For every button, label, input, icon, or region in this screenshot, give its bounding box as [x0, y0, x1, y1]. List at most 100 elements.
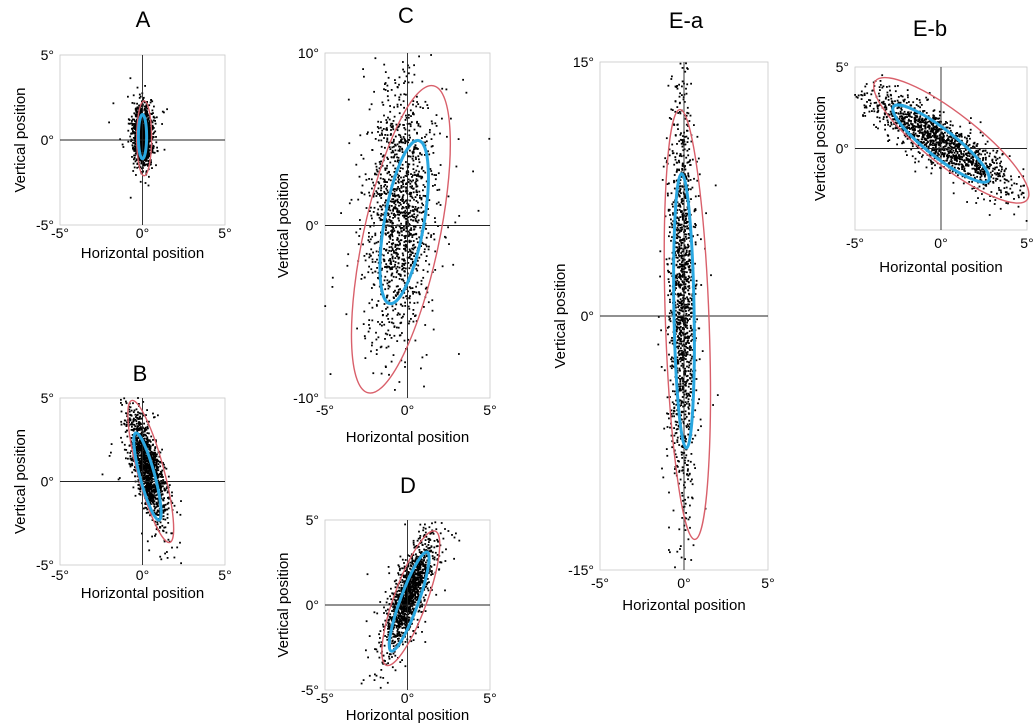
gaze-point — [388, 656, 390, 658]
gaze-point — [358, 243, 360, 245]
gaze-point — [428, 154, 430, 156]
gaze-point — [150, 485, 152, 487]
gaze-point — [458, 215, 460, 217]
gaze-point — [147, 114, 149, 116]
gaze-point — [370, 248, 372, 250]
gaze-point — [401, 632, 403, 634]
gaze-point — [134, 425, 136, 427]
gaze-point — [433, 329, 435, 331]
gaze-point — [409, 183, 411, 185]
gaze-point — [434, 174, 436, 176]
gaze-point — [412, 174, 414, 176]
gaze-point — [369, 302, 371, 304]
y-tick-label: 0° — [41, 132, 54, 148]
gaze-point — [405, 119, 407, 121]
gaze-point — [166, 532, 168, 534]
gaze-point — [371, 218, 373, 220]
gaze-point — [388, 250, 390, 252]
gaze-point — [373, 283, 375, 285]
gaze-point — [399, 381, 401, 383]
gaze-point — [123, 397, 125, 399]
gaze-point — [385, 119, 387, 121]
gaze-point — [171, 492, 173, 494]
gaze-point — [390, 250, 392, 252]
gaze-point — [145, 455, 147, 457]
gaze-point — [385, 333, 387, 335]
gaze-point — [376, 304, 378, 306]
gaze-point — [383, 186, 385, 188]
gaze-point — [398, 291, 400, 293]
gaze-point — [417, 214, 419, 216]
gaze-point — [419, 161, 421, 163]
gaze-point — [417, 165, 419, 167]
gaze-point — [426, 237, 428, 239]
gaze-point — [399, 170, 401, 172]
gaze-point — [374, 243, 376, 245]
gaze-point — [420, 611, 422, 613]
gaze-point — [416, 121, 418, 123]
gaze-point — [387, 85, 389, 87]
gaze-point — [410, 173, 412, 175]
gaze-point — [134, 145, 136, 147]
gaze-point — [405, 244, 407, 246]
gaze-point — [400, 227, 402, 229]
gaze-point — [422, 277, 424, 279]
gaze-point — [403, 82, 405, 84]
gaze-point — [401, 142, 403, 144]
gaze-point — [405, 295, 407, 297]
gaze-point — [386, 271, 388, 273]
gaze-point — [162, 111, 164, 113]
gaze-point — [392, 128, 394, 130]
gaze-point — [424, 248, 426, 250]
gaze-point — [367, 271, 369, 273]
gaze-point — [393, 276, 395, 278]
gaze-point — [396, 211, 398, 213]
gaze-point — [398, 217, 400, 219]
gaze-point — [153, 147, 155, 149]
gaze-point — [403, 190, 405, 192]
gaze-point — [129, 445, 131, 447]
gaze-point — [368, 192, 370, 194]
gaze-point — [408, 67, 410, 69]
gaze-point — [383, 191, 385, 193]
gaze-point — [426, 354, 428, 356]
gaze-point — [378, 188, 380, 190]
gaze-point — [409, 555, 411, 557]
gaze-point — [167, 513, 169, 515]
gaze-point — [433, 547, 435, 549]
gaze-point — [391, 198, 393, 200]
gaze-point — [371, 299, 373, 301]
gaze-point — [413, 309, 415, 311]
gaze-point — [374, 173, 376, 175]
gaze-point — [134, 475, 136, 477]
y-tick-label: -5° — [36, 557, 54, 573]
gaze-point — [389, 111, 391, 113]
gaze-point — [132, 102, 134, 104]
gaze-point — [410, 565, 412, 567]
gaze-point — [143, 475, 145, 477]
gaze-point — [377, 321, 379, 323]
gaze-point — [405, 246, 407, 248]
gaze-point — [151, 497, 153, 499]
gaze-point — [403, 71, 405, 73]
gaze-point — [421, 212, 423, 214]
gaze-point — [431, 173, 433, 175]
gaze-point — [397, 314, 399, 316]
gaze-point — [396, 188, 398, 190]
gaze-point — [392, 195, 394, 197]
gaze-point — [380, 346, 382, 348]
gaze-point — [391, 361, 393, 363]
gaze-point — [390, 179, 392, 181]
gaze-point — [164, 519, 166, 521]
gaze-point — [417, 265, 419, 267]
gaze-point — [394, 308, 396, 310]
gaze-point — [150, 436, 152, 438]
y-tick-label: 0° — [41, 474, 54, 490]
gaze-point — [140, 163, 142, 165]
gaze-point — [363, 679, 365, 681]
gaze-point — [418, 293, 420, 295]
gaze-point — [432, 185, 434, 187]
gaze-point — [408, 306, 410, 308]
gaze-point — [145, 164, 147, 166]
gaze-point — [135, 174, 137, 176]
